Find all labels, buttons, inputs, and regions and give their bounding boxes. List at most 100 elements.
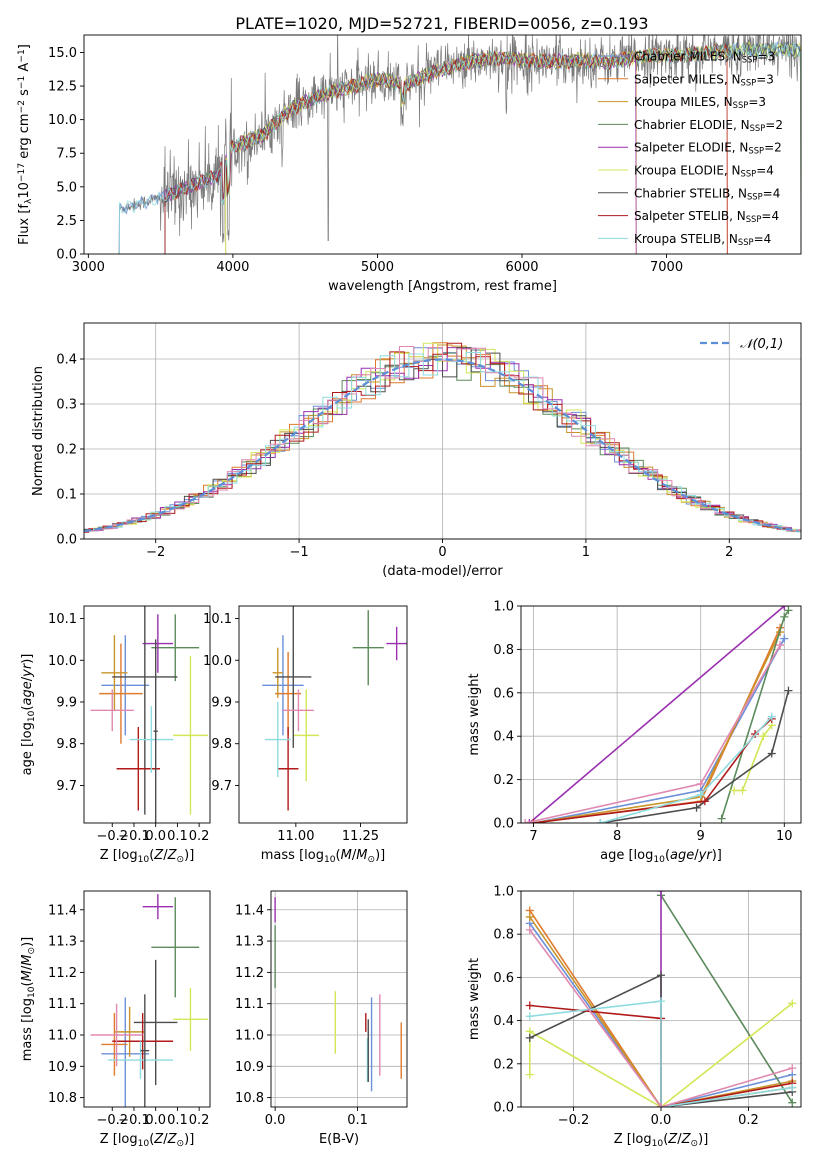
mass-weight-line bbox=[529, 916, 793, 1107]
y-tick-label: 10.1 bbox=[48, 612, 77, 627]
legend-label: Salpeter ELODIE, NSSP=2 bbox=[634, 141, 782, 156]
y-tick-label: 0.0 bbox=[56, 248, 77, 263]
x-tick-label: 8 bbox=[613, 829, 621, 844]
mass-weight-line bbox=[528, 606, 785, 823]
legend-label: Chabrier STELIB, NSSP=4 bbox=[634, 186, 780, 201]
x-axis-label: Z [log10(Z/Z⊙)] bbox=[100, 848, 195, 865]
axes-frame bbox=[238, 605, 408, 824]
y-axis-label: Flux [fλ10−17 erg cm−2 s−1 A−1] bbox=[17, 44, 34, 245]
y-tick-label: 9.7 bbox=[56, 779, 77, 794]
plus-marker bbox=[692, 803, 701, 812]
label-fragment: ⊙ bbox=[367, 855, 375, 865]
y-tick-label: 12.5 bbox=[48, 80, 77, 95]
label-fragment: SSP bbox=[747, 192, 763, 202]
label-fragment: Kroupa ELODIE, N bbox=[634, 164, 741, 178]
label-fragment: SSP bbox=[746, 214, 762, 224]
legend-label: 𝒩(0,1) bbox=[740, 337, 783, 352]
x-tick-label: −0.2 bbox=[96, 1113, 128, 1128]
axes-frame bbox=[83, 34, 802, 255]
x-tick-label: 7000 bbox=[650, 260, 683, 275]
label-fragment: )] bbox=[712, 848, 722, 863]
axes-frame bbox=[520, 605, 802, 824]
label-fragment: Flux [f bbox=[17, 204, 32, 245]
label-fragment: )] bbox=[20, 654, 35, 664]
label-fragment: ⊙ bbox=[27, 947, 37, 955]
y-tick-label: 11.1 bbox=[48, 997, 77, 1012]
label-fragment: / bbox=[352, 848, 357, 863]
plus-marker bbox=[657, 891, 665, 895]
plus-marker bbox=[525, 819, 534, 823]
x-tick-label: 4000 bbox=[216, 260, 249, 275]
y-tick-label: 0.0 bbox=[493, 817, 514, 832]
label-fragment: Z bbox=[167, 848, 178, 863]
legend-label: Chabrier MILES, NSSP=3 bbox=[634, 50, 775, 65]
plus-marker bbox=[784, 606, 793, 615]
label-fragment: M bbox=[20, 955, 35, 966]
plus-marker bbox=[525, 1070, 534, 1079]
plus-marker bbox=[780, 606, 789, 610]
plus-marker bbox=[696, 790, 705, 799]
label-fragment: −1 bbox=[17, 76, 27, 89]
label-fragment: erg cm bbox=[17, 113, 32, 162]
y-tick-label: 10.8 bbox=[235, 1091, 264, 1106]
label-fragment: / bbox=[163, 848, 168, 863]
axes-mass_vs_Z: −0.2−0.10.0 0.1 0.2 10.8 10.9 11.0 11.1 11.2 11.… bbox=[20, 890, 211, 1149]
y-tick-label: 10.1 bbox=[203, 612, 232, 627]
x-axis-label: wavelength [Angstrom, rest frame] bbox=[328, 279, 557, 294]
label-fragment: =3 bbox=[748, 95, 766, 109]
axes-frame bbox=[83, 890, 211, 1108]
label-fragment: =4 bbox=[763, 186, 781, 200]
x-tick-label: 7 bbox=[529, 829, 537, 844]
x-tick-label: −1 bbox=[290, 545, 309, 560]
plus-marker bbox=[525, 1012, 534, 1021]
plus-marker bbox=[780, 634, 789, 643]
legend-label: Chabrier ELODIE, NSSP=2 bbox=[634, 118, 783, 133]
x-tick-label: 6000 bbox=[505, 260, 538, 275]
axes-mass_vs_ebv: 0.0 0.1 10.8 10.9 11.0 11.1 11.2 11.3 11.4 E(B-V) bbox=[235, 890, 408, 1147]
x-tick-label: 5000 bbox=[361, 260, 394, 275]
label-fragment: Chabrier STELIB, N bbox=[634, 186, 747, 200]
label-fragment: Z [log bbox=[100, 1132, 138, 1147]
label-fragment: 10 bbox=[652, 1139, 664, 1149]
label-fragment: / bbox=[677, 1132, 682, 1147]
y-axis-label: age [log10(age/yr)] bbox=[20, 654, 37, 776]
y-tick-label: 11.4 bbox=[235, 903, 264, 918]
plot-area-spectrum bbox=[118, 35, 801, 254]
plus-marker bbox=[696, 779, 705, 788]
axes-age_vs_Z: −0.2−0.10.0 0.1 0.2 9.7 9.8 9.9 10.0 10.1 Z [log… bbox=[20, 605, 211, 865]
label-fragment: ⊙ bbox=[177, 855, 185, 865]
label-fragment: yr bbox=[698, 848, 714, 863]
plot-area-mass_vs_ebv bbox=[274, 897, 402, 1092]
label-fragment: Kroupa STELIB, N bbox=[634, 232, 738, 246]
label-fragment: Z [log bbox=[614, 1132, 652, 1147]
y-tick-label: 11.3 bbox=[235, 935, 264, 950]
legend-label: Salpeter MILES, NSSP=3 bbox=[634, 72, 774, 87]
x-tick-label: 10 bbox=[776, 829, 793, 844]
y-axis-label: mass weight bbox=[467, 673, 482, 755]
y-tick-label: 0.2 bbox=[56, 443, 77, 458]
label-fragment: A bbox=[17, 63, 32, 76]
y-tick-label: 9.7 bbox=[211, 779, 232, 794]
y-tick-label: 0.6 bbox=[493, 971, 514, 986]
y-tick-label: 0.6 bbox=[493, 686, 514, 701]
legend-label: Salpeter STELIB, NSSP=4 bbox=[634, 209, 779, 224]
y-tick-label: 11.2 bbox=[235, 966, 264, 981]
x-axis-label: E(B-V) bbox=[319, 1132, 359, 1147]
label-fragment: 10 bbox=[653, 855, 665, 865]
label-fragment: mass [log bbox=[261, 848, 324, 863]
y-tick-label: 1.0 bbox=[493, 885, 514, 900]
x-tick-label: 1 bbox=[582, 545, 590, 560]
label-fragment: Kroupa MILES, N bbox=[634, 95, 733, 109]
label-fragment: / bbox=[694, 848, 699, 863]
y-tick-label: 10.8 bbox=[48, 1091, 77, 1106]
y-tick-label: 0.1 bbox=[56, 488, 77, 503]
label-fragment: 10 bbox=[27, 986, 37, 998]
plus-marker bbox=[767, 749, 776, 758]
y-tick-label: 10.9 bbox=[235, 1060, 264, 1075]
x-axis-label: Z [log10(Z/Z⊙)] bbox=[100, 1132, 195, 1149]
x-axis-label: age [log10(age/yr)] bbox=[600, 848, 722, 865]
label-fragment: =2 bbox=[765, 118, 783, 132]
label-fragment: age bbox=[670, 848, 694, 863]
